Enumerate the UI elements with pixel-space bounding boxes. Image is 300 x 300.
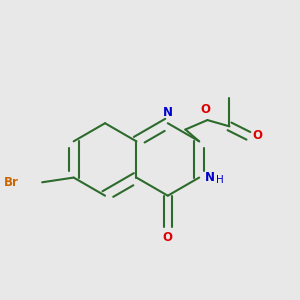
Text: H: H [216, 175, 223, 185]
Text: Br: Br [4, 176, 19, 189]
Text: N: N [205, 171, 215, 184]
Text: N: N [163, 106, 173, 119]
Text: O: O [201, 103, 211, 116]
Text: O: O [252, 129, 262, 142]
Text: O: O [163, 231, 173, 244]
